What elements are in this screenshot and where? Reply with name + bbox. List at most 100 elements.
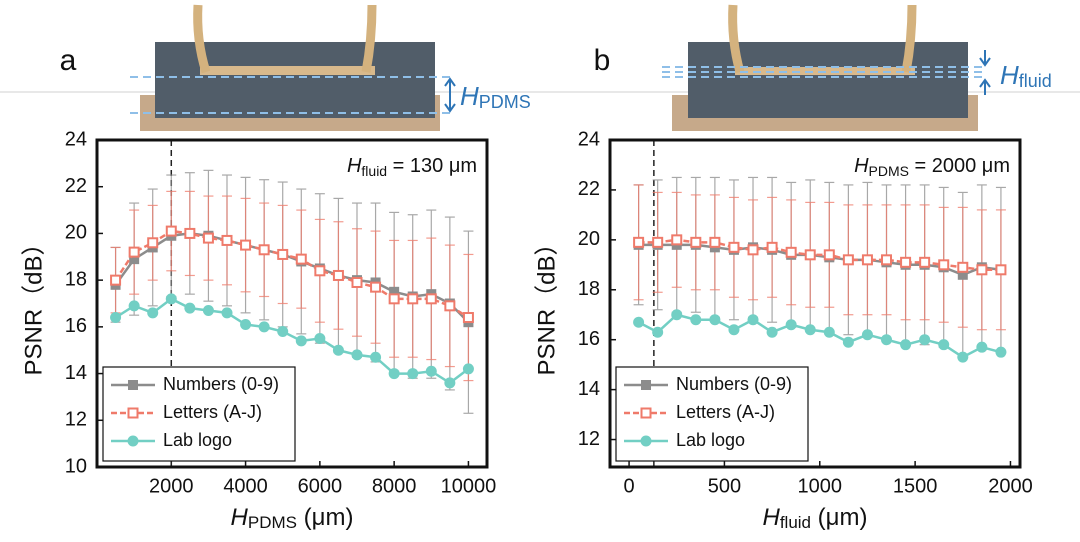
- point: [652, 326, 664, 338]
- point: [110, 274, 122, 286]
- point: [900, 339, 912, 351]
- legend-marker: [641, 380, 651, 390]
- point: [221, 307, 233, 319]
- x-tick-label: 4000: [223, 475, 268, 497]
- point: [425, 365, 437, 377]
- point: [165, 225, 177, 237]
- point: [842, 336, 854, 348]
- subscript: fluid: [1019, 71, 1052, 91]
- point: [388, 368, 400, 380]
- point: [128, 300, 140, 312]
- point: [351, 349, 363, 361]
- point: [295, 335, 307, 347]
- y-tick-label: 18: [65, 268, 87, 290]
- point: [370, 281, 382, 293]
- legend-label: Lab logo: [163, 430, 232, 450]
- point: [976, 341, 988, 353]
- point: [184, 302, 196, 314]
- subscript: fluid: [361, 163, 387, 179]
- point: [785, 246, 797, 258]
- y-tick-label: 16: [578, 328, 600, 350]
- point: [388, 293, 400, 305]
- point: [747, 244, 759, 256]
- legend-marker: [127, 407, 139, 419]
- plot-frame: [95, 138, 489, 469]
- point: [128, 246, 140, 258]
- point: [804, 249, 816, 261]
- x-tick-label: 1000: [798, 475, 843, 497]
- label-rest: (μm): [297, 504, 353, 531]
- point: [995, 346, 1007, 358]
- x-tick-label: 2000: [988, 475, 1033, 497]
- annotation: Hfluid = 130 μm: [347, 155, 477, 178]
- point: [842, 254, 854, 266]
- y-tick-label: 12: [578, 428, 600, 450]
- y-tick-label: 24: [578, 128, 600, 150]
- series-line: [638, 238, 1001, 272]
- point: [766, 326, 778, 338]
- italic-symbol: H: [1000, 60, 1019, 90]
- legend-label: Letters (A-J): [676, 402, 775, 422]
- point: [785, 319, 797, 331]
- series-line: [114, 232, 470, 324]
- panel-label: a: [60, 44, 77, 77]
- schematic-label: Hfluid: [1000, 60, 1052, 91]
- x-tick-label: 0: [624, 475, 635, 497]
- x-tick-label: 8000: [372, 475, 417, 497]
- point: [332, 344, 344, 356]
- y-tick-label: 20: [65, 222, 87, 244]
- subscript: PDMS: [248, 513, 297, 532]
- point: [147, 307, 159, 319]
- subscript: fluid: [780, 513, 811, 532]
- point: [444, 300, 456, 312]
- point: [240, 319, 252, 331]
- point: [861, 254, 873, 266]
- y-tick-label: 14: [578, 378, 600, 400]
- point: [709, 314, 721, 326]
- y-tick-label: 22: [65, 175, 87, 197]
- legend: Numbers (0-9) Letters (A-J) Lab logo: [615, 366, 809, 462]
- point: [295, 253, 307, 265]
- point: [332, 269, 344, 281]
- point: [462, 312, 474, 324]
- point: [129, 254, 140, 265]
- italic-symbol: H: [347, 155, 362, 177]
- point: [184, 227, 196, 239]
- label-rest: = 2000 μm: [909, 155, 1010, 177]
- y-tick-label: 24: [65, 128, 87, 150]
- legend-label: Numbers (0-9): [676, 374, 792, 394]
- point: [957, 261, 969, 273]
- plot-frame: [608, 138, 1022, 469]
- subscript: PDMS: [869, 163, 909, 179]
- point: [709, 236, 721, 248]
- italic-symbol: H: [460, 81, 479, 111]
- series-line: [114, 229, 470, 319]
- y-tick-label: 20: [578, 228, 600, 250]
- point: [671, 234, 683, 246]
- italic-symbol: H: [762, 504, 780, 531]
- point: [389, 286, 400, 297]
- schematic-b: [662, 4, 991, 131]
- point: [652, 236, 664, 248]
- x-tick-label: 1500: [893, 475, 938, 497]
- point: [957, 269, 968, 280]
- point: [671, 309, 683, 321]
- point: [633, 236, 645, 248]
- x-tick-label: 6000: [298, 475, 343, 497]
- x-tick-label: 10000: [441, 475, 497, 497]
- annotation: HPDMS = 2000 μm: [854, 155, 1010, 178]
- point: [728, 324, 740, 336]
- point: [747, 314, 759, 326]
- x-axis-label: HPDMS (μm): [231, 504, 354, 532]
- point: [938, 259, 950, 271]
- point: [444, 377, 456, 389]
- point: [919, 334, 931, 346]
- point: [462, 363, 474, 375]
- point: [165, 293, 177, 305]
- point: [351, 276, 363, 288]
- label-rest: (μm): [811, 504, 867, 531]
- legend-marker: [128, 380, 138, 390]
